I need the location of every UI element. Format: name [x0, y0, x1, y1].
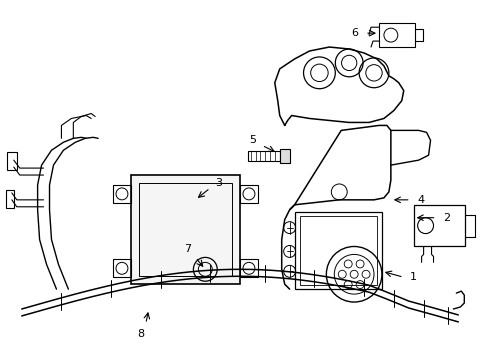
Bar: [113, 185, 131, 203]
Bar: [6, 190, 14, 208]
Bar: [248, 151, 280, 161]
Text: 4: 4: [417, 195, 424, 205]
Text: 5: 5: [249, 135, 256, 145]
Bar: [139, 183, 232, 276]
Text: 3: 3: [215, 178, 221, 188]
Bar: [113, 260, 131, 277]
Bar: [280, 149, 290, 163]
Bar: [379, 23, 415, 47]
Bar: [294, 212, 382, 289]
Text: 7: 7: [184, 244, 191, 255]
Text: 8: 8: [137, 329, 145, 339]
Text: 1: 1: [410, 272, 417, 282]
Bar: [7, 152, 17, 170]
Bar: [414, 205, 466, 247]
Bar: [240, 260, 258, 277]
Bar: [131, 175, 240, 284]
Text: 6: 6: [352, 28, 359, 38]
Text: 2: 2: [443, 213, 450, 223]
Bar: [299, 216, 377, 285]
Bar: [240, 185, 258, 203]
